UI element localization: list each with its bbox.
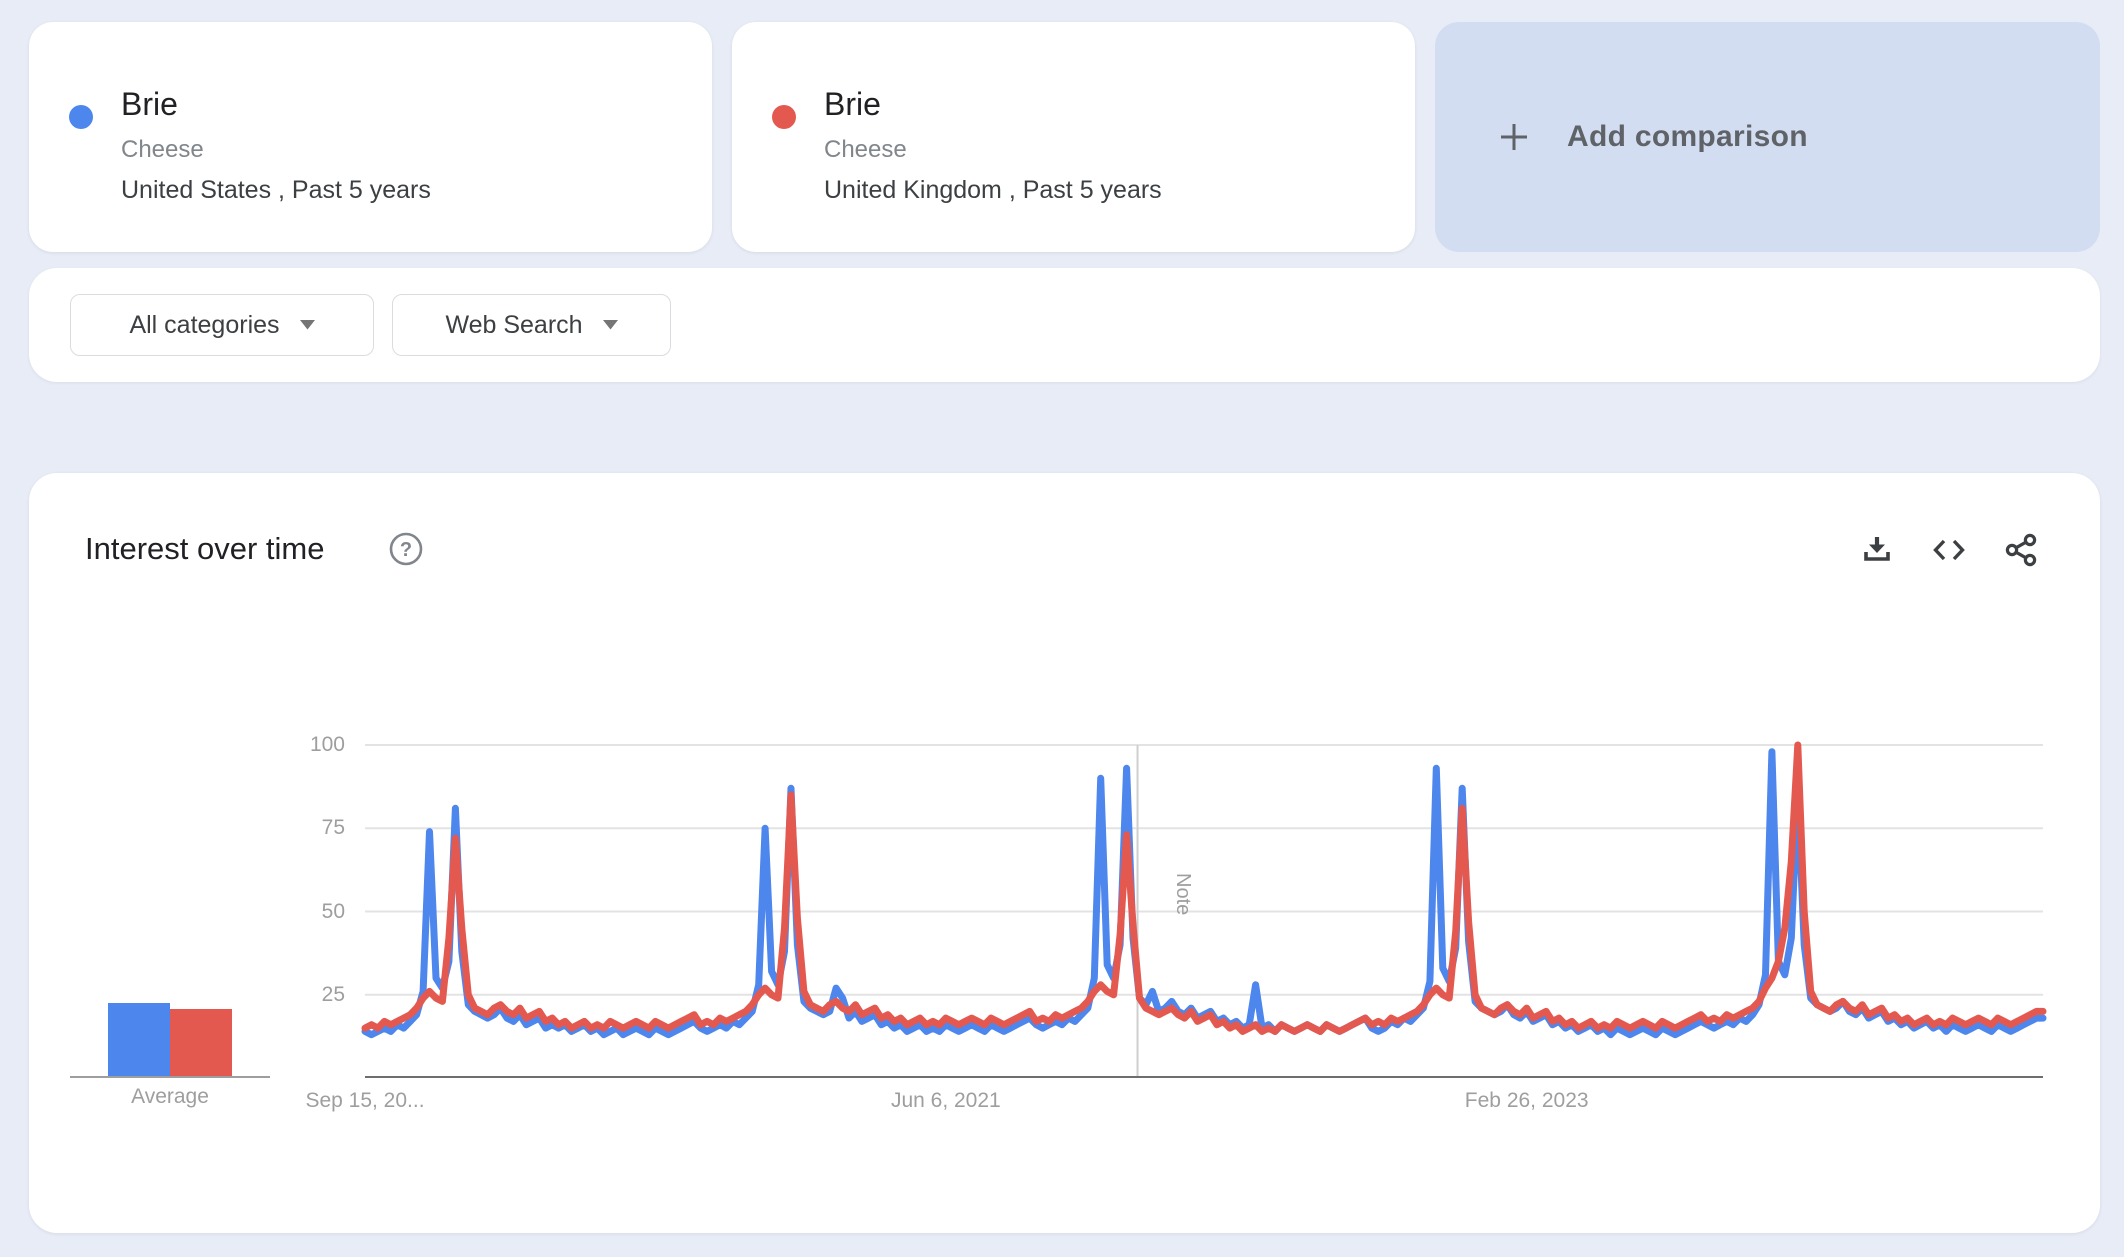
search-type-dropdown-value: Web Search [445, 310, 583, 339]
term-card-us[interactable]: Brie Cheese United States , Past 5 years [29, 22, 712, 252]
y-tick-label: 50 [321, 899, 345, 923]
average-bar [108, 1003, 170, 1076]
term-card-uk[interactable]: Brie Cheese United Kingdom , Past 5 year… [732, 22, 1415, 252]
share-icon[interactable] [2002, 531, 2040, 569]
term-scope: United Kingdom , Past 5 years [824, 176, 1162, 204]
add-comparison-label: Add comparison [1567, 120, 1808, 153]
filter-bar: All categories Web Search [29, 268, 2100, 382]
x-axis-line [365, 1076, 2043, 1078]
plus-icon [1501, 124, 1527, 150]
y-tick-label: 25 [321, 982, 345, 1006]
chevron-down-icon [299, 320, 315, 330]
help-icon[interactable]: ? [389, 532, 423, 566]
svg-text:?: ? [400, 539, 412, 561]
term-topic: Cheese [121, 136, 204, 163]
add-comparison-button[interactable]: Add comparison [1435, 22, 2100, 252]
term-title: Brie [824, 86, 881, 122]
average-bars [108, 744, 232, 1076]
category-dropdown[interactable]: All categories [70, 294, 374, 356]
embed-code-icon[interactable] [1930, 531, 1968, 569]
series-dot-blue [69, 105, 93, 129]
average-bar [170, 1009, 232, 1076]
y-tick-label: 100 [309, 733, 345, 756]
term-title: Brie [121, 86, 178, 122]
category-dropdown-value: All categories [129, 310, 280, 339]
interest-over-time-panel: Interest over time ? Average 25 50 75 100 S… [29, 473, 2100, 1233]
interest-over-time-chart[interactable] [361, 741, 2047, 1078]
search-type-dropdown[interactable]: Web Search [392, 294, 671, 356]
series-dot-red [772, 105, 796, 129]
term-scope: United States , Past 5 years [121, 176, 431, 204]
x-tick-label: Jun 6, 2021 [890, 1089, 1001, 1112]
note-marker-label: Note [1172, 873, 1194, 916]
average-label: Average [131, 1085, 209, 1108]
chevron-down-icon [602, 320, 618, 330]
download-icon[interactable] [1858, 531, 1896, 569]
term-topic: Cheese [824, 136, 907, 163]
panel-actions [1858, 531, 2040, 569]
x-tick-label: Feb 26, 2023 [1464, 1089, 1589, 1112]
panel-title: Interest over time [85, 531, 325, 566]
y-tick-label: 75 [321, 816, 345, 840]
x-tick-label: Sep 15, 20... [305, 1089, 425, 1112]
average-axis-line [70, 1076, 270, 1078]
